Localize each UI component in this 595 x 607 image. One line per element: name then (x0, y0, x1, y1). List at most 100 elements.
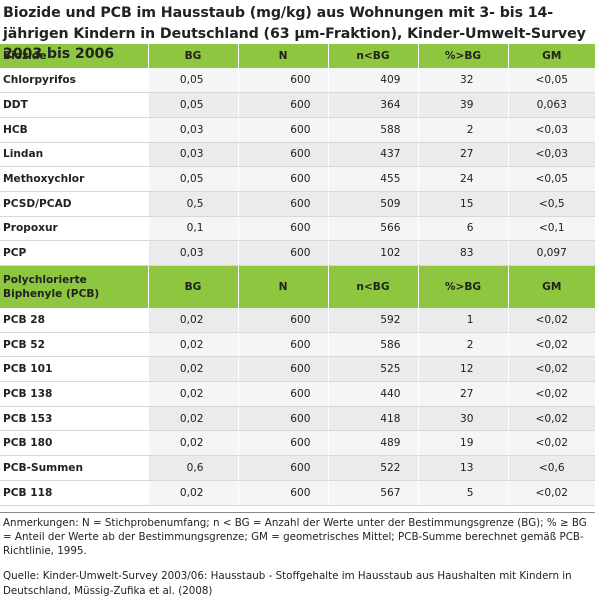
column-header-substance: Biozide (0, 44, 148, 68)
cell-pct-above-bg: 13 (417, 455, 508, 481)
cell-pct-above-bg: 32 (417, 68, 508, 94)
cell-pct-above-bg: 2 (417, 332, 508, 358)
cell-substance: PCB 28 (0, 307, 148, 333)
table-row: Lindan 0,03 600 437 27 <0,03 (0, 142, 595, 168)
cell-pct-above-bg: 39 (417, 92, 508, 118)
cell-substance: Lindan (0, 142, 148, 168)
cell-gm: <0,05 (507, 68, 595, 94)
cell-n-below-bg: 567 (327, 480, 418, 506)
cell-substance: PCB 52 (0, 332, 148, 358)
cell-gm: <0,5 (507, 191, 595, 217)
cell-pct-above-bg: 83 (417, 240, 508, 266)
cell-bg: 0,05 (147, 92, 238, 118)
column-header-n-below-bg: n<BG (327, 265, 418, 308)
cell-n-below-bg: 455 (327, 166, 418, 192)
table-row: PCB 118 0,02 600 567 5 <0,02 (0, 480, 595, 506)
column-header-n-below-bg: n<BG (327, 44, 418, 68)
cell-bg: 0,03 (147, 142, 238, 168)
cell-n: 600 (237, 406, 328, 432)
cell-n: 600 (237, 166, 328, 192)
cell-gm: <0,03 (507, 142, 595, 168)
cell-gm: <0,1 (507, 216, 595, 242)
cell-n-below-bg: 509 (327, 191, 418, 217)
cell-n: 600 (237, 191, 328, 217)
cell-bg: 0,1 (147, 216, 238, 242)
cell-n: 600 (237, 117, 328, 143)
cell-bg: 0,02 (147, 406, 238, 432)
cell-bg: 0,02 (147, 307, 238, 333)
cell-n: 600 (237, 216, 328, 242)
cell-gm: 0,063 (507, 92, 595, 118)
column-header-gm: GM (507, 44, 595, 68)
cell-n: 600 (237, 480, 328, 506)
table-notes: Anmerkungen: N = Stichprobenumfang; n < … (0, 511, 595, 559)
cell-n: 600 (237, 68, 328, 94)
cell-pct-above-bg: 27 (417, 142, 508, 168)
cell-n-below-bg: 489 (327, 430, 418, 457)
cell-n: 600 (237, 430, 328, 457)
column-header-bg: BG (147, 44, 238, 68)
cell-bg: 0,02 (147, 381, 238, 407)
cell-substance: PCP (0, 240, 148, 266)
cell-n-below-bg: 525 (327, 356, 418, 383)
cell-n: 600 (237, 307, 328, 333)
cell-bg: 0,03 (147, 117, 238, 143)
column-header-n: N (237, 265, 328, 308)
column-header-gm: GM (507, 265, 595, 308)
cell-substance: Chlorpyrifos (0, 68, 148, 94)
cell-substance: PCB 118 (0, 480, 148, 506)
cell-n-below-bg: 418 (327, 406, 418, 432)
cell-gm: <0,05 (507, 166, 595, 192)
table-row: PCB 153 0,02 600 418 30 <0,02 (0, 406, 595, 432)
cell-n: 600 (237, 455, 328, 481)
table-source: Quelle: Kinder-Umwelt-Survey 2003/06: Ha… (3, 570, 572, 597)
column-header-bg: BG (147, 265, 238, 308)
cell-bg: 0,05 (147, 68, 238, 94)
table-row: PCB-Summen 0,6 600 522 13 <0,6 (0, 455, 595, 481)
cell-n-below-bg: 586 (327, 332, 418, 358)
cell-gm: <0,02 (507, 381, 595, 407)
cell-bg: 0,05 (147, 166, 238, 192)
cell-pct-above-bg: 30 (417, 406, 508, 432)
cell-gm: <0,02 (507, 356, 595, 383)
column-header-substance: Polychlorierte Biphenyle (PCB) (0, 265, 148, 308)
cell-substance: PCB 138 (0, 381, 148, 407)
column-header-pct-above-bg: %>BG (417, 44, 508, 68)
cell-n-below-bg: 102 (327, 240, 418, 266)
cell-pct-above-bg: 24 (417, 166, 508, 192)
cell-n: 600 (237, 381, 328, 407)
cell-pct-above-bg: 12 (417, 356, 508, 383)
cell-gm: <0,02 (507, 307, 595, 333)
table-row: PCB 101 0,02 600 525 12 <0,02 (0, 356, 595, 383)
cell-n-below-bg: 409 (327, 68, 418, 94)
cell-substance: Propoxur (0, 216, 148, 242)
table-row: HCB 0,03 600 588 2 <0,03 (0, 117, 595, 143)
cell-bg: 0,02 (147, 332, 238, 358)
table-row: DDT 0,05 600 364 39 0,063 (0, 92, 595, 118)
table-row: Propoxur 0,1 600 566 6 <0,1 (0, 216, 595, 242)
cell-gm: <0,02 (507, 480, 595, 506)
cell-n-below-bg: 437 (327, 142, 418, 168)
cell-pct-above-bg: 5 (417, 480, 508, 506)
cell-n-below-bg: 592 (327, 307, 418, 333)
cell-substance: PCB 101 (0, 356, 148, 383)
cell-n: 600 (237, 356, 328, 383)
cell-substance: HCB (0, 117, 148, 143)
cell-gm: <0,6 (507, 455, 595, 481)
cell-substance: Methoxychlor (0, 166, 148, 192)
cell-pct-above-bg: 2 (417, 117, 508, 143)
column-header-pct-above-bg: %>BG (417, 265, 508, 308)
cell-substance: DDT (0, 92, 148, 118)
cell-gm: <0,02 (507, 430, 595, 457)
cell-n-below-bg: 522 (327, 455, 418, 481)
cell-gm: <0,03 (507, 117, 595, 143)
table-row: PCB 52 0,02 600 586 2 <0,02 (0, 332, 595, 358)
cell-n-below-bg: 364 (327, 92, 418, 118)
table-row: PCP 0,03 600 102 83 0,097 (0, 240, 595, 266)
cell-pct-above-bg: 27 (417, 381, 508, 407)
table-title: Biozide und PCB im Hausstaub (mg/kg) aus… (3, 5, 586, 62)
cell-gm: <0,02 (507, 332, 595, 358)
cell-bg: 0,02 (147, 356, 238, 383)
